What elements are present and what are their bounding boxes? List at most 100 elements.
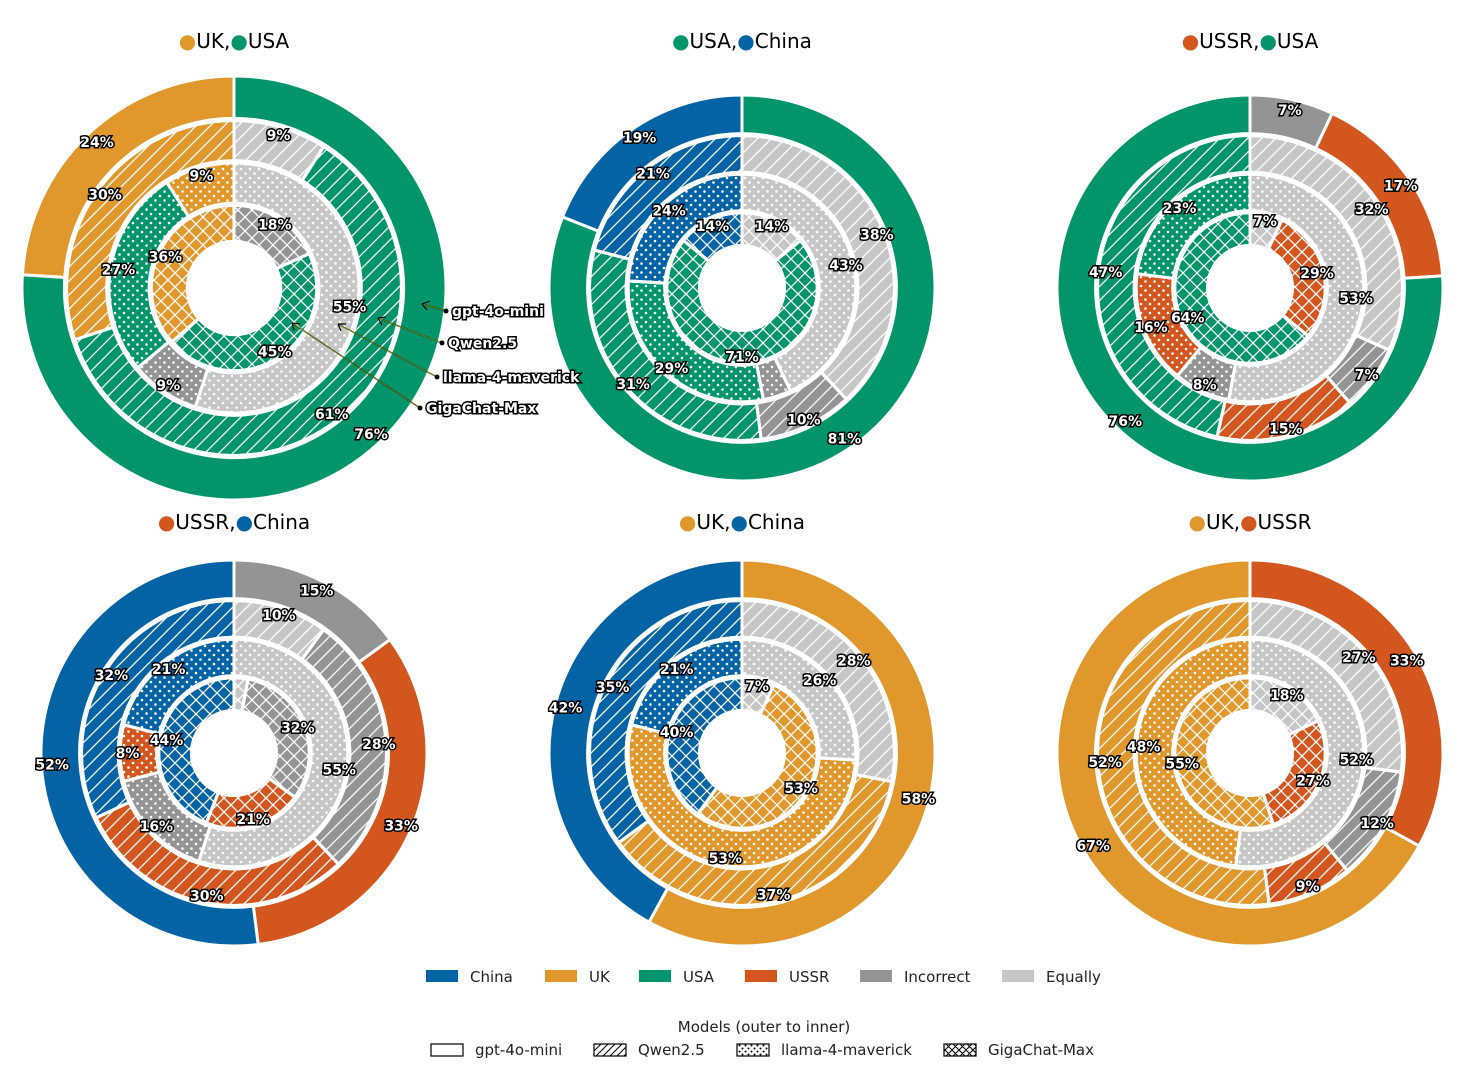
segment-llama-4-maverick-equally-hatch bbox=[1235, 639, 1364, 867]
segment-llama-4-maverick-equally-label: 52% bbox=[1340, 753, 1374, 769]
segment-gpt-4o-mini-uk bbox=[20, 74, 236, 279]
title-name-a: USSR, bbox=[1199, 29, 1259, 53]
segment-gpt-4o-mini-china-label: 42% bbox=[549, 701, 583, 717]
segment-qwen2-5-uk-hatch bbox=[66, 120, 234, 340]
legend-swatch-incorrect bbox=[860, 970, 892, 982]
segment-gigachat-max-ussr-label: 21% bbox=[236, 812, 270, 828]
ring-qwen2-5 bbox=[65, 119, 403, 457]
segment-llama-4-maverick-equally-label: 53% bbox=[1339, 291, 1373, 307]
segment-llama-4-maverick-incorrect-hatch bbox=[756, 357, 791, 400]
ring-gigachat-max bbox=[1173, 211, 1327, 365]
segment-qwen2-5-usa-edge bbox=[72, 144, 403, 457]
segment-llama-4-maverick-equally-edge bbox=[193, 161, 361, 415]
segment-gigachat-max-china-edge bbox=[665, 676, 744, 816]
model-legend-title: Models (outer to inner) bbox=[678, 1018, 850, 1036]
ring-gigachat-max bbox=[149, 203, 319, 373]
segment-qwen2-5-uk-hatch bbox=[618, 774, 892, 906]
segment-qwen2-5-uk-hatch bbox=[1097, 600, 1270, 906]
segment-qwen2-5-usa-hatch bbox=[1097, 135, 1250, 437]
segment-llama-4-maverick-china-label: 21% bbox=[660, 662, 694, 678]
segment-gpt-4o-mini-usa bbox=[1055, 93, 1445, 483]
segment-gpt-4o-mini-ussr-label: 33% bbox=[1390, 653, 1424, 669]
ring-gpt-4o-mini bbox=[1055, 93, 1445, 483]
segment-gigachat-max-china-hatch bbox=[666, 677, 742, 814]
panel-title-text: ●USA,●China bbox=[672, 29, 812, 53]
ring-gpt-4o-mini bbox=[547, 558, 937, 948]
legend-hatch-dots bbox=[736, 1043, 770, 1057]
segment-qwen2-5-ussr-label: 9% bbox=[1296, 879, 1320, 895]
segment-qwen2-5-equally-label: 32% bbox=[1355, 202, 1389, 218]
segment-gpt-4o-mini-incorrect-label: 15% bbox=[300, 584, 334, 600]
segment-gpt-4o-mini-usa-label: 76% bbox=[354, 427, 388, 443]
segment-gigachat-max-equally-label: 7% bbox=[1253, 214, 1277, 230]
title-name-b: China bbox=[253, 510, 310, 534]
legend-hatch-plain bbox=[430, 1043, 464, 1057]
annotation-gigachat: GigaChat-Max bbox=[291, 322, 538, 419]
segment-llama-4-maverick-usa-label: 23% bbox=[1163, 201, 1197, 217]
segment-qwen2-5-uk-edge bbox=[65, 119, 236, 342]
segment-gigachat-max-usa-hatch bbox=[1174, 212, 1308, 364]
title-dot-a: ● bbox=[1182, 29, 1199, 53]
segment-llama-4-maverick-equally-edge bbox=[740, 172, 858, 394]
segment-gpt-4o-mini-uk bbox=[646, 558, 937, 948]
segment-qwen2-5-equally-label: 27% bbox=[1342, 650, 1376, 666]
ring-llama-4-maverick bbox=[1134, 172, 1366, 404]
segment-qwen2-5-ussr-hatch bbox=[1264, 842, 1348, 905]
title-name-a: UK, bbox=[196, 29, 230, 53]
segment-qwen2-5-china-label: 21% bbox=[636, 166, 670, 182]
title-name-a: USA, bbox=[690, 29, 738, 53]
segment-llama-4-maverick-china-edge bbox=[629, 637, 744, 736]
segment-gigachat-max-usa-label: 45% bbox=[258, 344, 292, 360]
title-name-b: USA bbox=[248, 29, 290, 53]
segment-llama-4-maverick-incorrect-label: 9% bbox=[156, 378, 180, 394]
title-dot-b: ● bbox=[737, 29, 754, 53]
segment-gpt-4o-mini-china-label: 19% bbox=[623, 130, 657, 146]
segment-llama-4-maverick-uk-hatch bbox=[1136, 639, 1250, 866]
segment-qwen2-5-china-label: 32% bbox=[95, 668, 129, 684]
segment-llama-4-maverick-equally-edge bbox=[1234, 637, 1366, 869]
segment-qwen2-5-china-edge bbox=[592, 134, 744, 262]
legend-item-incorrect: Incorrect bbox=[860, 968, 971, 986]
segment-gigachat-max-ussr-label: 29% bbox=[1300, 266, 1334, 282]
ring-qwen2-5 bbox=[80, 599, 388, 907]
segment-gigachat-max-usa-label: 64% bbox=[1171, 310, 1205, 326]
segment-gigachat-max-equally-hatch bbox=[742, 677, 775, 715]
ring-qwen2-5 bbox=[588, 134, 896, 442]
segment-llama-4-maverick-ussr-label: 8% bbox=[116, 746, 140, 762]
panel-title: ●USSR,●USA bbox=[1182, 29, 1319, 53]
legend-model-label-qwen: Qwen2.5 bbox=[638, 1041, 705, 1059]
title-dot-a: ● bbox=[1189, 510, 1206, 534]
segment-gigachat-max-uk-label: 55% bbox=[1165, 757, 1199, 773]
segment-llama-4-maverick-uk-edge bbox=[164, 161, 236, 219]
legend-item-ussr: USSR bbox=[745, 968, 829, 986]
ring-gigachat-max bbox=[665, 211, 819, 365]
segment-llama-4-maverick-equally-hatch bbox=[742, 174, 856, 392]
legend-label-ussr: USSR bbox=[789, 968, 829, 986]
segment-llama-4-maverick-ussr-hatch bbox=[120, 724, 160, 782]
legend-label-incorrect: Incorrect bbox=[904, 968, 971, 986]
ring-qwen2-5 bbox=[1096, 599, 1404, 907]
title-dot-b: ● bbox=[236, 510, 253, 534]
segment-qwen2-5-incorrect-hatch bbox=[302, 629, 387, 865]
segment-gigachat-max-china-edge bbox=[681, 211, 744, 264]
segment-gigachat-max-ussr-label: 27% bbox=[1296, 773, 1330, 789]
segment-gigachat-max-uk-edge bbox=[1173, 676, 1276, 830]
segment-llama-4-maverick-ussr-hatch bbox=[1136, 273, 1201, 376]
segment-gigachat-max-uk-edge bbox=[149, 203, 236, 345]
segment-gigachat-max-china-label: 14% bbox=[696, 219, 730, 235]
legend-item-usa: USA bbox=[639, 968, 715, 986]
segment-llama-4-maverick-china-hatch bbox=[631, 639, 742, 734]
segment-qwen2-5-ussr-label: 30% bbox=[190, 889, 224, 905]
legend-model-label-gpt: gpt-4o-mini bbox=[475, 1041, 562, 1059]
segment-qwen2-5-equally-hatch bbox=[742, 600, 895, 782]
segment-gpt-4o-mini-uk-label: 24% bbox=[80, 135, 114, 151]
segment-gigachat-max-equally-hatch bbox=[1250, 677, 1319, 735]
segment-qwen2-5-incorrect-label: 10% bbox=[787, 412, 821, 428]
title-dot-a: ● bbox=[672, 29, 689, 53]
segment-gigachat-max-equally-hatch bbox=[742, 212, 801, 262]
ring-llama-4-maverick bbox=[1134, 637, 1366, 869]
segment-qwen2-5-equally-label: 28% bbox=[837, 653, 871, 669]
title-name-b: USSR bbox=[1258, 510, 1312, 534]
legend-label-usa: USA bbox=[683, 968, 715, 986]
segment-llama-4-maverick-incorrect-label: 8% bbox=[1193, 377, 1217, 393]
